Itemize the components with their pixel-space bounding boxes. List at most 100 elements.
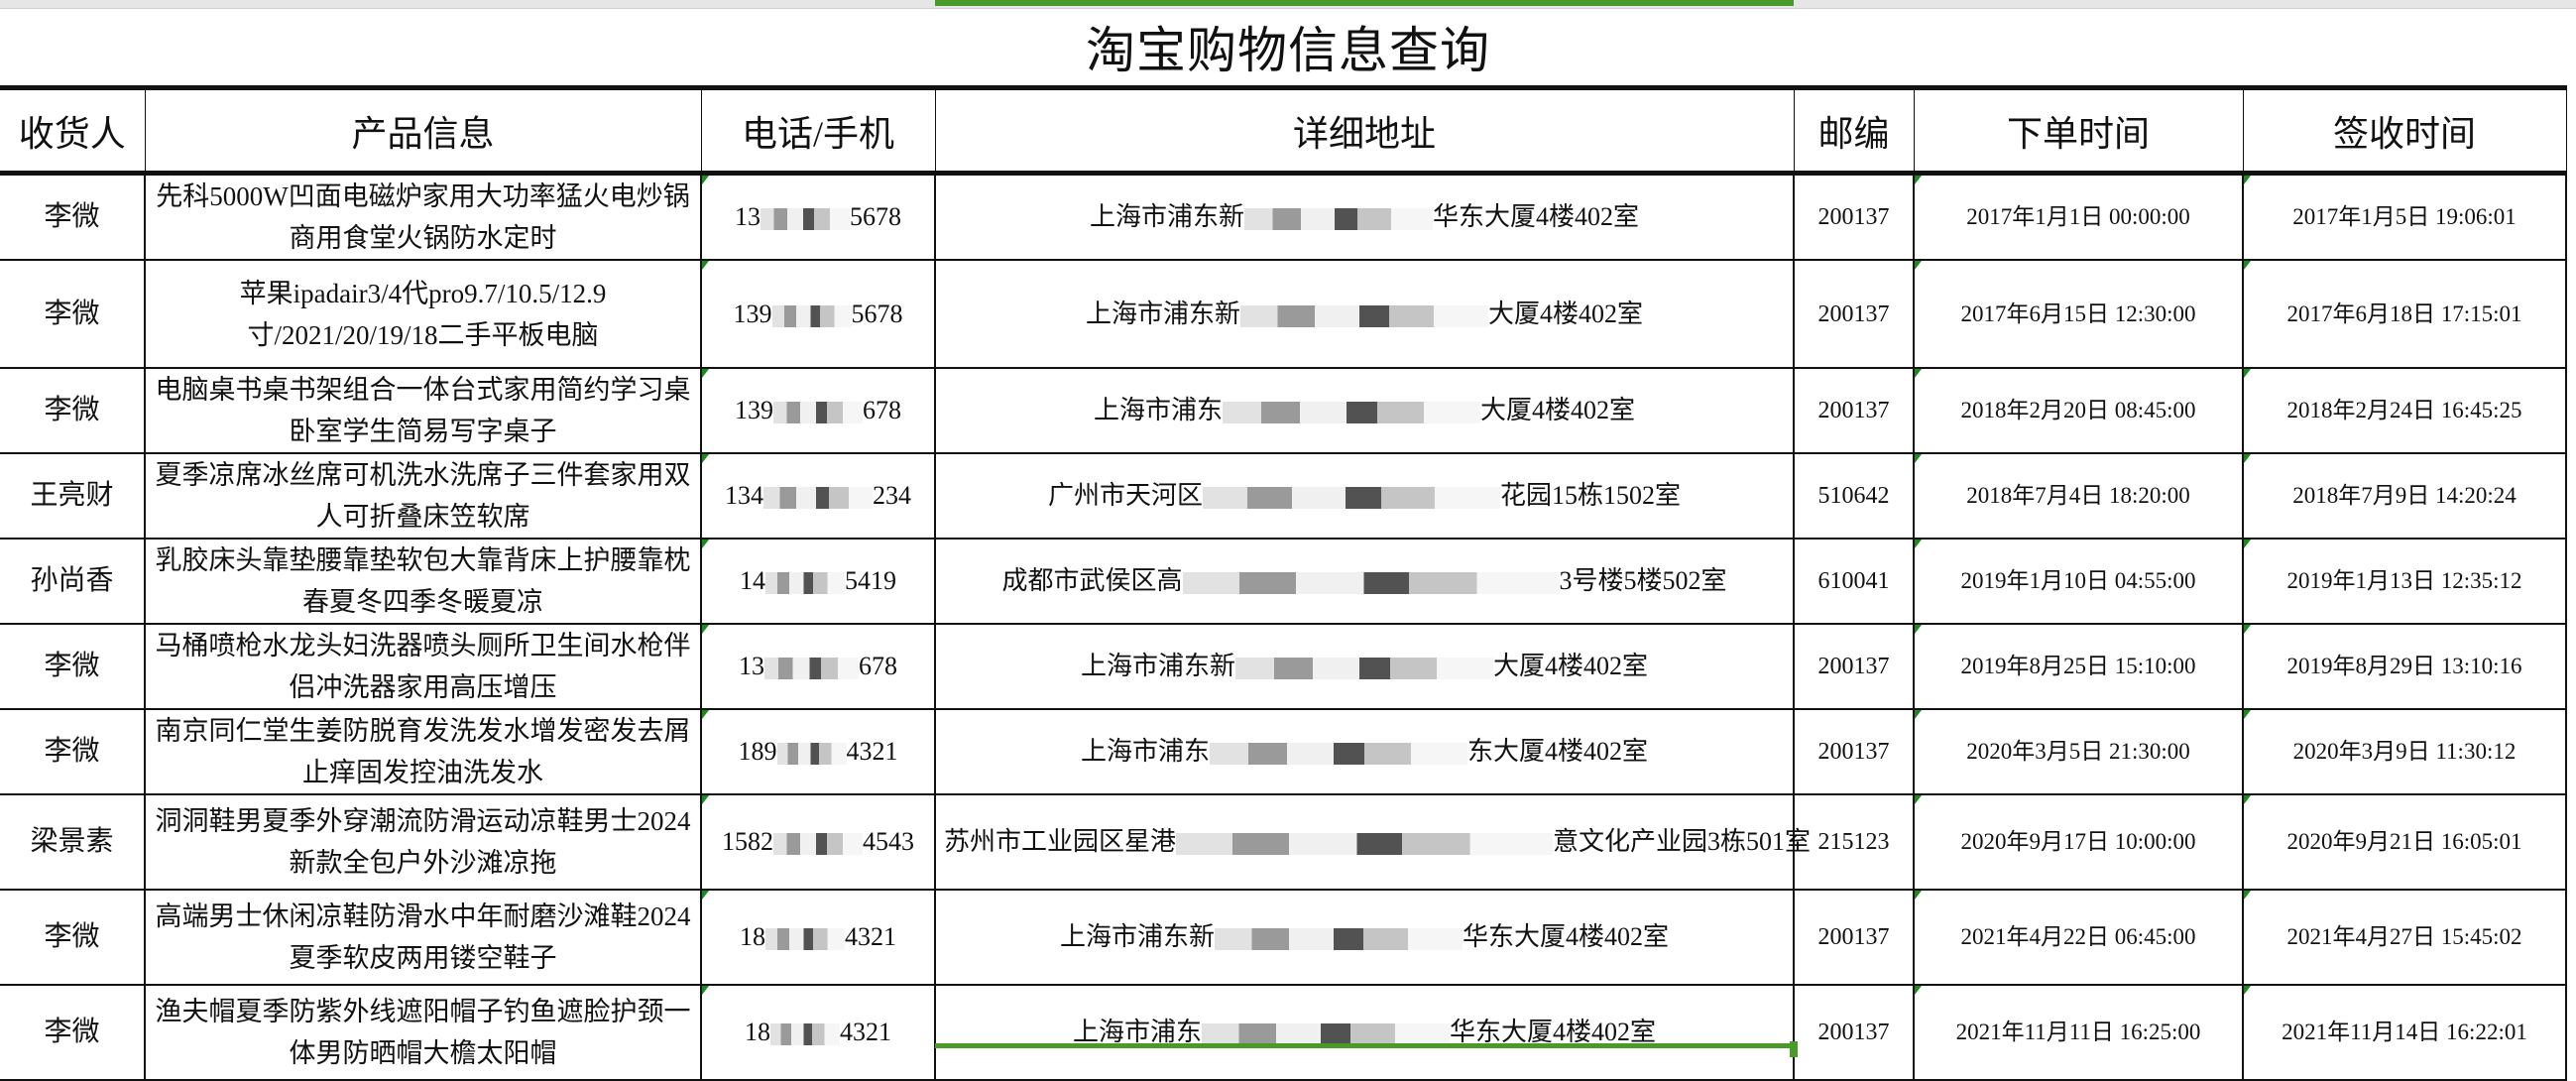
sign-time-cell[interactable]: 2018年2月24日 16:45:25: [2242, 367, 2567, 454]
address-cell[interactable]: 苏州市工业园区星港 意文化产业园3栋501室: [934, 793, 1811, 891]
sign-time-cell[interactable]: 2017年1月5日 19:06:01: [2242, 172, 2567, 261]
product-info: 洞洞鞋男夏季外穿潮流防滑运动凉鞋男士2024新款全包户外沙滩凉拖: [155, 806, 691, 878]
table-row: 李微 马桶喷枪水龙头妇洗器喷头厕所卫生间水枪伴侣冲洗器家用高压增压 13 678 上海市…: [0, 623, 2567, 710]
phone-cell[interactable]: 18 4321: [700, 984, 936, 1081]
order-time: 2019年8月25日 15:10:00: [1960, 654, 2196, 678]
sign-time-cell[interactable]: 2017年6月18日 17:15:01: [2242, 259, 2567, 369]
phone-cell[interactable]: 1582 4543: [700, 793, 936, 891]
zip-cell[interactable]: 200137: [1793, 623, 1915, 710]
zip-cell[interactable]: 215123: [1793, 793, 1915, 891]
recipient-cell[interactable]: 李微: [0, 623, 146, 710]
selection-fill-handle[interactable]: [1790, 1041, 1798, 1057]
address-prefix: 上海市浦东新: [1085, 299, 1240, 328]
header-recipient[interactable]: 收货人: [0, 85, 146, 176]
recipient-cell[interactable]: 李微: [0, 889, 146, 986]
sign-time-cell[interactable]: 2019年8月29日 13:10:16: [2242, 623, 2567, 710]
address-cell[interactable]: 广州市天河区 花园15栋1502室: [934, 452, 1795, 540]
recipient-cell[interactable]: 王亮财: [0, 452, 146, 540]
order-time-cell[interactable]: 2020年9月17日 10:00:00: [1913, 793, 2244, 891]
recipient-name: 李微: [44, 651, 100, 681]
address-cell[interactable]: 上海市浦东 东大厦4楼402室: [934, 708, 1795, 795]
header-sign-time[interactable]: 签收时间: [2242, 85, 2567, 176]
product-cell[interactable]: 电脑桌书桌书架组合一体台式家用简约学习桌卧室学生简易写字桌子: [144, 367, 702, 454]
phone-cell[interactable]: 13 678: [700, 623, 936, 710]
zip-cell[interactable]: 610041: [1793, 538, 1915, 625]
phone-prefix: 13: [739, 652, 764, 680]
order-time-cell[interactable]: 2017年1月1日 00:00:00: [1913, 172, 2244, 261]
address-redaction-blur: [1235, 658, 1493, 680]
product-cell[interactable]: 苹果ipadair3/4代pro9.7/10.5/12.9寸/2021/20/1…: [144, 259, 702, 369]
phone-cell[interactable]: 139 678: [700, 367, 936, 454]
order-time: 2018年2月20日 08:45:00: [1960, 398, 2196, 422]
recipient-cell[interactable]: 李微: [0, 259, 146, 369]
product-cell[interactable]: 南京同仁堂生姜防脱育发洗发水增发密发去屑止痒固发控油洗发水: [144, 708, 702, 795]
recipient-cell[interactable]: 孙尚香: [0, 538, 146, 625]
order-time-cell[interactable]: 2021年11月11日 16:25:00: [1913, 984, 2244, 1081]
header-address[interactable]: 详细地址: [934, 85, 1795, 176]
order-time-cell[interactable]: 2019年8月25日 15:10:00: [1913, 623, 2244, 710]
order-time-cell[interactable]: 2019年1月10日 04:55:00: [1913, 538, 2244, 625]
phone-cell[interactable]: 189 4321: [700, 708, 936, 795]
order-time: 2017年1月1日 00:00:00: [1966, 204, 2190, 229]
address-prefix: 上海市浦东新: [1089, 202, 1244, 231]
sign-time-cell[interactable]: 2019年1月13日 12:35:12: [2242, 538, 2567, 625]
sign-time-cell[interactable]: 2021年4月27日 15:45:02: [2242, 889, 2567, 986]
phone-cell[interactable]: 13 5678: [700, 172, 936, 261]
product-cell[interactable]: 渔夫帽夏季防紫外线遮阳帽子钓鱼遮脸护颈一体男防晒帽大檐太阳帽: [144, 984, 702, 1081]
header-product[interactable]: 产品信息: [144, 85, 702, 176]
address-prefix: 广州市天河区: [1047, 481, 1203, 510]
recipient-cell[interactable]: 李微: [0, 367, 146, 454]
address-cell[interactable]: 上海市浦东新 大厦4楼402室: [934, 623, 1795, 710]
recipient-cell[interactable]: 梁景素: [0, 793, 146, 891]
address-cell[interactable]: 成都市武侯区高 3号楼5楼502室: [934, 538, 1795, 625]
address-cell[interactable]: 上海市浦东新 华东大厦4楼402室: [934, 172, 1795, 261]
recipient-cell[interactable]: 李微: [0, 984, 146, 1081]
order-time-cell[interactable]: 2021年4月22日 06:45:00: [1913, 889, 2244, 986]
sign-time-cell[interactable]: 2020年3月9日 11:30:12: [2242, 708, 2567, 795]
phone-cell[interactable]: 139 5678: [700, 259, 936, 369]
zip-cell[interactable]: 200137: [1793, 367, 1915, 454]
sheet-title: 淘宝购物信息查询: [1086, 23, 1490, 78]
product-info: 苹果ipadair3/4代pro9.7/10.5/12.9寸/2021/20/1…: [239, 278, 607, 350]
order-time-cell[interactable]: 2018年2月20日 08:45:00: [1913, 367, 2244, 454]
address-prefix: 成都市武侯区高: [1001, 566, 1183, 595]
order-time-cell[interactable]: 2017年6月15日 12:30:00: [1913, 259, 2244, 369]
phone-cell[interactable]: 134 234: [700, 452, 936, 540]
sign-time-cell[interactable]: 2020年9月21日 16:05:01: [2242, 793, 2567, 891]
address-cell[interactable]: 上海市浦东 华东大厦4楼402室: [934, 984, 1795, 1081]
address-cell[interactable]: 上海市浦东 大厦4楼402室: [934, 367, 1795, 454]
recipient-cell[interactable]: 李微: [0, 172, 146, 261]
recipient-cell[interactable]: 李微: [0, 708, 146, 795]
product-info: 电脑桌书桌书架组合一体台式家用简约学习桌卧室学生简易写字桌子: [155, 375, 691, 446]
product-cell[interactable]: 马桶喷枪水龙头妇洗器喷头厕所卫生间水枪伴侣冲洗器家用高压增压: [144, 623, 702, 710]
table-row: 李微 先科5000W凹面电磁炉家用大功率猛火电炒锅商用食堂火锅防水定时 13 5678…: [0, 172, 2567, 261]
address-redaction-blur: [1244, 208, 1433, 231]
address-cell[interactable]: 上海市浦东新 大厦4楼402室: [934, 259, 1795, 369]
header-order-time[interactable]: 下单时间: [1913, 85, 2244, 176]
order-time-cell[interactable]: 2018年7月4日 18:20:00: [1913, 452, 2244, 540]
header-zip[interactable]: 邮编: [1793, 85, 1915, 176]
zip-cell[interactable]: 200137: [1793, 889, 1915, 986]
product-cell[interactable]: 洞洞鞋男夏季外穿潮流防滑运动凉鞋男士2024新款全包户外沙滩凉拖: [144, 793, 702, 891]
order-time-cell[interactable]: 2020年3月5日 21:30:00: [1913, 708, 2244, 795]
phone-prefix: 139: [735, 396, 773, 424]
zip-cell[interactable]: 510642: [1793, 452, 1915, 540]
product-cell[interactable]: 夏季凉席冰丝席可机洗水洗席子三件套家用双人可折叠床笠软席: [144, 452, 702, 540]
phone-redaction-blur: [761, 208, 850, 231]
recipient-name: 梁景素: [30, 826, 114, 857]
product-cell[interactable]: 先科5000W凹面电磁炉家用大功率猛火电炒锅商用食堂火锅防水定时: [144, 172, 702, 261]
zip-cell[interactable]: 200137: [1793, 259, 1915, 369]
header-phone[interactable]: 电话/手机: [700, 85, 936, 176]
order-time: 2021年4月22日 06:45:00: [1960, 924, 2196, 949]
product-cell[interactable]: 乳胶床头靠垫腰靠垫软包大靠背床上护腰靠枕春夏冬四季冬暖夏凉: [144, 538, 702, 625]
sign-time-cell[interactable]: 2018年7月9日 14:20:24: [2242, 452, 2567, 540]
product-cell[interactable]: 高端男士休闲凉鞋防滑水中年耐磨沙滩鞋2024夏季软皮两用镂空鞋子: [144, 889, 702, 986]
address-cell[interactable]: 上海市浦东新 华东大厦4楼402室: [934, 889, 1795, 986]
zip-cell[interactable]: 200137: [1793, 708, 1915, 795]
zip-code: 610041: [1817, 568, 1890, 594]
phone-cell[interactable]: 18 4321: [700, 889, 936, 986]
zip-cell[interactable]: 200137: [1793, 984, 1915, 1081]
sign-time-cell[interactable]: 2021年11月14日 16:22:01: [2242, 984, 2567, 1081]
phone-cell[interactable]: 14 5419: [700, 538, 936, 625]
zip-cell[interactable]: 200137: [1793, 172, 1915, 261]
